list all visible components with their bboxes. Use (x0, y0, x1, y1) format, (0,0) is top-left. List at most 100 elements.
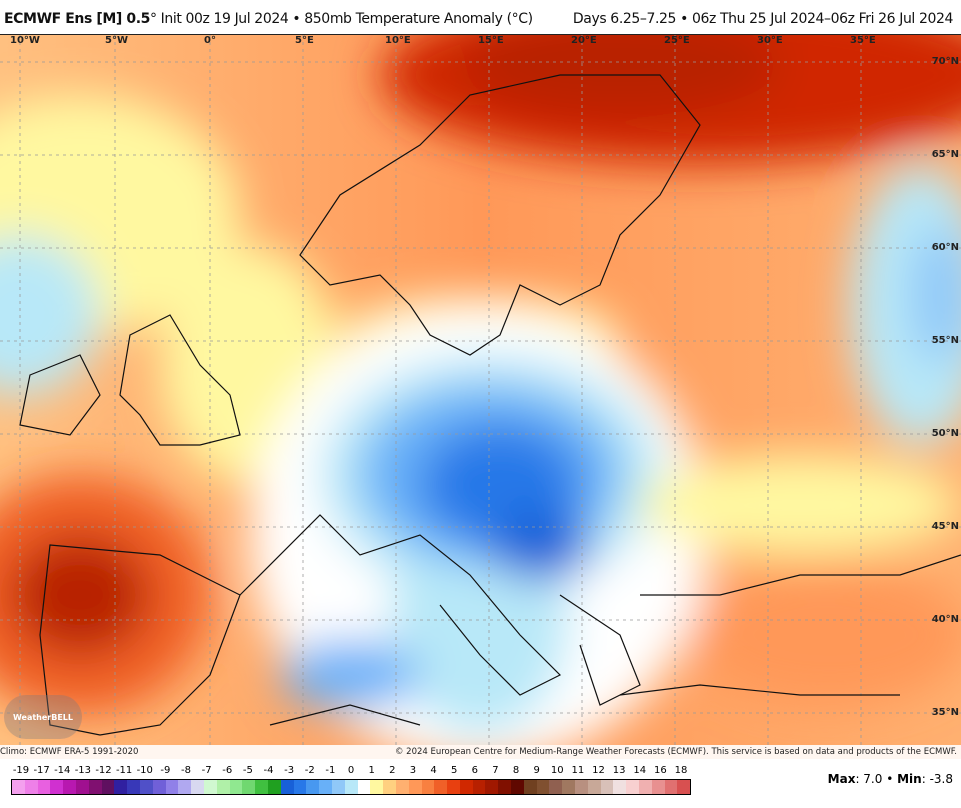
colorbar-swatch (651, 780, 665, 794)
colorbar-swatch (50, 780, 64, 794)
lat-label: 50°N (931, 428, 959, 439)
lat-label: 40°N (931, 614, 959, 625)
copyright-text: © 2024 European Centre for Medium-Range … (394, 747, 957, 757)
colorbar-swatch (152, 780, 166, 794)
colorbar-label: 10 (550, 765, 564, 776)
colorbar-swatch (600, 780, 614, 794)
colorbar-swatch (562, 780, 576, 794)
max-value: 7.0 (863, 772, 883, 786)
colorbar-swatch (114, 780, 128, 794)
max-label: Max (827, 772, 856, 786)
colorbar-swatch (447, 780, 460, 794)
lon-label: 10°W (10, 35, 40, 46)
lon-label: 30°E (757, 35, 783, 46)
min-value: -3.8 (929, 772, 953, 786)
colorbar-label: -4 (263, 765, 274, 776)
colorbar-label: -3 (284, 765, 295, 776)
colorbar-label: 4 (430, 765, 437, 776)
colorbar-label: 14 (633, 765, 647, 776)
colorbar-swatch (626, 780, 640, 794)
colorbar-swatch (267, 780, 281, 794)
colorbar-label: 7 (492, 765, 499, 776)
colorbar-swatch (12, 780, 25, 794)
colorbar-label: -1 (325, 765, 336, 776)
colorbar-label: -10 (136, 765, 153, 776)
colorbar-label: -11 (115, 765, 133, 776)
colorbar-swatch (216, 780, 230, 794)
colorbar-label: -8 (181, 765, 191, 776)
colorbar (11, 779, 691, 795)
colorbar-swatch (587, 780, 601, 794)
map-title: ECMWF Ens [M] 0.5° Init 00z 19 Jul 2024 … (4, 11, 533, 27)
colorbar-swatch (459, 780, 473, 794)
max-min-stats: Max: 7.0 • Min: -3.8 (827, 772, 953, 786)
climo-text: Climo: ECMWF ERA-5 1991-2020 (0, 747, 139, 757)
valid-time: Days 6.25–7.25 • 06z Thu 25 Jul 2024–06z… (572, 11, 953, 27)
lon-label: 10°E (385, 35, 411, 46)
graticule (0, 35, 961, 746)
colorbar-swatch (498, 780, 512, 794)
lat-label: 65°N (931, 149, 959, 160)
colorbar-label: 8 (512, 765, 520, 776)
colorbar-label: 16 (654, 765, 667, 776)
colorbar-label: 2 (389, 765, 396, 776)
colorbar-swatch (664, 780, 678, 794)
model-name: ECMWF Ens [M] 0.5 (4, 11, 150, 27)
colorbar-swatch (639, 780, 652, 794)
colorbar-label: -19 (12, 765, 30, 776)
colorbar-swatch (37, 780, 51, 794)
lat-label: 35°N (931, 707, 959, 718)
colorbar-label: 13 (612, 765, 626, 776)
degree-sign: ° (150, 11, 157, 27)
lon-label: 5°E (295, 35, 314, 46)
anomaly-map: 10°W 5°W 0° 5°E 10°E 15°E 20°E 25°E 30°E… (0, 34, 961, 747)
coastlines (19, 74, 961, 736)
lon-label: 15°E (478, 35, 504, 46)
colorbar-label: 3 (409, 765, 417, 776)
min-label: Min (897, 772, 922, 786)
colorbar-swatch (536, 780, 550, 794)
init-and-field: Init 00z 19 Jul 2024 • 850mb Temperature… (156, 11, 533, 27)
colorbar-label: -7 (201, 765, 212, 776)
colorbar-swatch (255, 780, 268, 794)
lon-label: 0° (204, 35, 216, 46)
colorbar-swatch (165, 780, 179, 794)
lat-label: 45°N (931, 521, 959, 532)
colorbar-swatch (331, 780, 345, 794)
colorbar-labels: -19 -17 -14 -13 -12 -11 -10 -9 -8 -7 -6 -5 -4 -3 -2 -1 0… (11, 765, 689, 777)
lon-label: 25°E (664, 35, 690, 46)
colorbar-swatch (395, 780, 409, 794)
anomaly-field (0, 35, 961, 746)
colorbar-label: 11 (571, 765, 585, 776)
colorbar-label: -13 (74, 765, 92, 776)
colorbar-swatch (242, 780, 256, 794)
colorbar-swatch (63, 780, 76, 794)
colorbar-swatch (293, 780, 307, 794)
colorbar-label: 5 (450, 765, 458, 776)
colorbar-swatch (472, 780, 486, 794)
colorbar-label: -9 (160, 765, 171, 776)
colorbar-label: 18 (674, 765, 688, 776)
colorbar-swatch (485, 780, 499, 794)
colorbar-swatch (229, 780, 243, 794)
colorbar-label: -6 (222, 765, 233, 776)
colorbar-swatch (408, 780, 422, 794)
colorbar-label: -12 (95, 765, 112, 776)
colorbar-swatch (203, 780, 217, 794)
colorbar-swatch (523, 780, 537, 794)
colorbar-label: 6 (471, 765, 478, 776)
header: ECMWF Ens [M] 0.5° Init 00z 19 Jul 2024 … (0, 0, 961, 34)
footer: Climo: ECMWF ERA-5 1991-2020 © 2024 Euro… (0, 745, 961, 759)
colorbar-swatch (357, 780, 371, 794)
colorbar-label: -14 (54, 765, 71, 776)
colorbar-swatch (75, 780, 89, 794)
lon-label: 5°W (105, 35, 128, 46)
colorbar-label: -2 (304, 765, 315, 776)
colorbar-swatch (575, 780, 588, 794)
colorbar-swatch (434, 780, 448, 794)
colorbar-swatch (344, 780, 358, 794)
colorbar-swatch (280, 780, 294, 794)
colorbar-swatch (421, 780, 435, 794)
colorbar-swatch (306, 780, 320, 794)
colorbar-swatch (24, 780, 38, 794)
